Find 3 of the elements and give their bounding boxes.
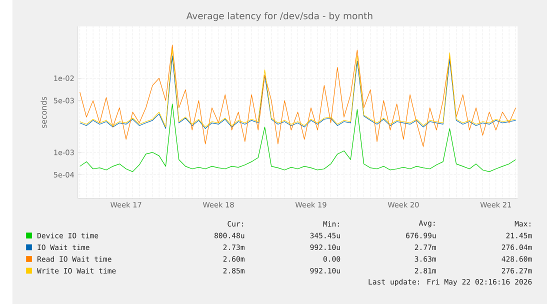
- line-series: [80, 44, 516, 147]
- chart-title: Average latency for /dev/sda - by month: [186, 12, 372, 22]
- line-series: [80, 104, 516, 172]
